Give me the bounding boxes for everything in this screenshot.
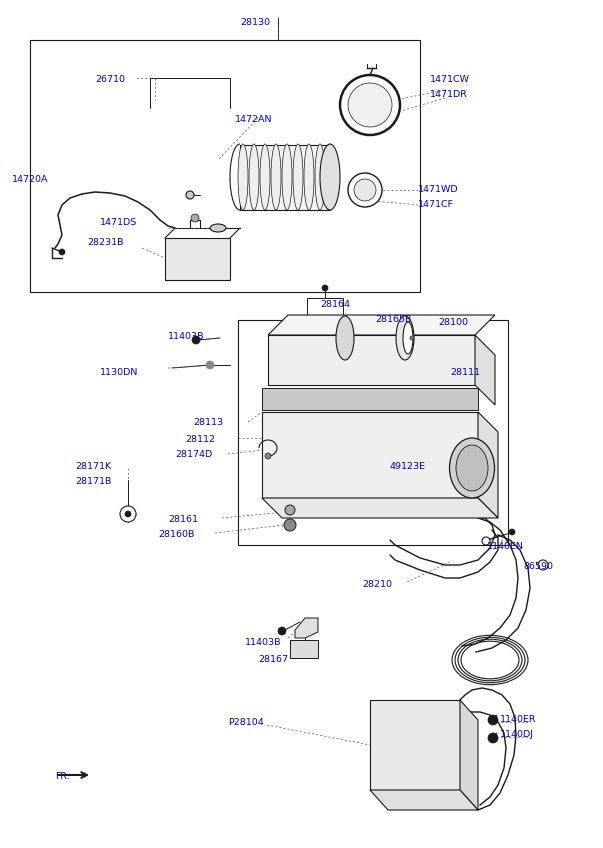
Circle shape xyxy=(278,627,286,635)
Text: 1471DS: 1471DS xyxy=(100,218,137,227)
Circle shape xyxy=(265,453,271,459)
Polygon shape xyxy=(460,700,478,810)
Circle shape xyxy=(285,505,295,515)
Circle shape xyxy=(482,537,490,545)
Text: 1471CF: 1471CF xyxy=(418,200,454,209)
Text: 28165B: 28165B xyxy=(375,315,411,324)
Text: 1140ER: 1140ER xyxy=(500,715,537,724)
Polygon shape xyxy=(262,498,498,518)
Circle shape xyxy=(340,75,400,135)
Polygon shape xyxy=(370,790,478,810)
Text: 14720A: 14720A xyxy=(12,175,48,184)
Text: 28164: 28164 xyxy=(320,300,350,309)
Ellipse shape xyxy=(260,144,270,210)
Ellipse shape xyxy=(293,144,303,210)
Text: 86590: 86590 xyxy=(523,562,553,571)
Circle shape xyxy=(206,361,214,369)
Circle shape xyxy=(348,83,392,127)
Text: 28231B: 28231B xyxy=(87,238,124,247)
Text: 1472AN: 1472AN xyxy=(235,115,273,124)
Text: 28174D: 28174D xyxy=(175,450,212,459)
Text: 28171B: 28171B xyxy=(75,477,112,486)
Circle shape xyxy=(59,249,65,255)
Ellipse shape xyxy=(403,322,413,354)
Polygon shape xyxy=(268,315,495,335)
Text: 26710: 26710 xyxy=(95,75,125,84)
Polygon shape xyxy=(345,316,405,360)
Text: 1130DN: 1130DN xyxy=(100,368,138,377)
Ellipse shape xyxy=(282,144,292,210)
Text: 28100: 28100 xyxy=(438,318,468,327)
Circle shape xyxy=(125,511,131,517)
Ellipse shape xyxy=(449,438,494,498)
Text: 28161: 28161 xyxy=(168,515,198,524)
Polygon shape xyxy=(290,640,318,658)
Polygon shape xyxy=(268,335,475,385)
Polygon shape xyxy=(240,145,330,210)
Text: 28111: 28111 xyxy=(450,368,480,377)
Text: 28210: 28210 xyxy=(362,580,392,589)
Ellipse shape xyxy=(396,316,414,360)
Ellipse shape xyxy=(336,316,354,360)
Text: 28167: 28167 xyxy=(258,655,288,664)
Bar xyxy=(30,40,420,292)
Circle shape xyxy=(186,191,194,199)
Bar xyxy=(238,320,508,545)
Polygon shape xyxy=(165,238,230,280)
Text: FR.: FR. xyxy=(55,772,69,781)
Ellipse shape xyxy=(456,445,488,491)
Ellipse shape xyxy=(249,144,259,210)
Circle shape xyxy=(509,529,515,535)
Ellipse shape xyxy=(315,144,325,210)
Circle shape xyxy=(284,519,296,531)
Text: 11403B: 11403B xyxy=(245,638,282,647)
Text: P28104: P28104 xyxy=(228,718,264,727)
Text: 1140DJ: 1140DJ xyxy=(500,730,534,739)
Circle shape xyxy=(410,336,414,340)
Text: 1140EN: 1140EN xyxy=(487,542,524,551)
Text: 28160B: 28160B xyxy=(158,530,194,539)
Polygon shape xyxy=(295,618,318,638)
Text: 28130: 28130 xyxy=(240,18,270,27)
Circle shape xyxy=(488,733,498,743)
Circle shape xyxy=(191,214,199,222)
Polygon shape xyxy=(370,700,460,790)
Circle shape xyxy=(538,560,548,570)
Text: 1471WD: 1471WD xyxy=(418,185,459,194)
Polygon shape xyxy=(475,335,495,405)
Polygon shape xyxy=(262,412,478,498)
Text: 28113: 28113 xyxy=(193,418,223,427)
Circle shape xyxy=(322,285,328,291)
Polygon shape xyxy=(262,388,478,410)
Circle shape xyxy=(192,336,200,344)
Circle shape xyxy=(348,173,382,207)
Text: 28171K: 28171K xyxy=(75,462,111,471)
Ellipse shape xyxy=(271,144,281,210)
Ellipse shape xyxy=(304,144,314,210)
Ellipse shape xyxy=(320,144,340,210)
Text: 49123E: 49123E xyxy=(390,462,426,471)
Circle shape xyxy=(488,715,498,725)
Circle shape xyxy=(120,506,136,522)
Ellipse shape xyxy=(210,224,226,232)
Text: 11403B: 11403B xyxy=(168,332,204,341)
Polygon shape xyxy=(478,412,498,518)
Ellipse shape xyxy=(238,144,248,210)
Text: 1471DR: 1471DR xyxy=(430,90,468,99)
Text: 1471CW: 1471CW xyxy=(430,75,470,84)
Circle shape xyxy=(354,179,376,201)
Text: 28112: 28112 xyxy=(185,435,215,444)
Bar xyxy=(307,298,343,326)
